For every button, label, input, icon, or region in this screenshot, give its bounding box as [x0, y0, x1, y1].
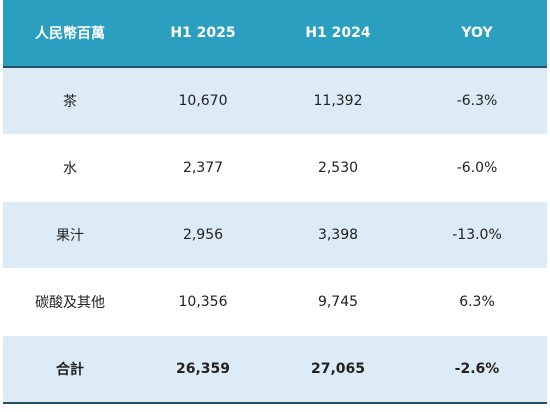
cell-h1-2024: 2,530	[269, 134, 407, 202]
total-h1-2025: 26,359	[137, 335, 269, 404]
total-h1-2024: 27,065	[269, 335, 407, 404]
table-row: 水 2,377 2,530 -6.0%	[3, 134, 547, 202]
table-row: 果汁 2,956 3,398 -13.0%	[3, 201, 547, 269]
cell-h1-2024: 9,745	[269, 268, 407, 336]
row-label: 碳酸及其他	[3, 268, 137, 336]
header-yoy: YOY	[407, 0, 547, 68]
cell-yoy: -13.0%	[407, 201, 547, 269]
cell-yoy: -6.0%	[407, 134, 547, 202]
revenue-table: 人民幣百萬 H1 2025 H1 2024 YOY 茶 10,670 11,39…	[3, 0, 547, 404]
header-h1-2025: H1 2025	[137, 0, 269, 68]
header-unit: 人民幣百萬	[3, 0, 137, 68]
row-label: 水	[3, 134, 137, 202]
table-row: 碳酸及其他 10,356 9,745 6.3%	[3, 268, 547, 336]
total-yoy: -2.6%	[407, 335, 547, 404]
row-label: 果汁	[3, 201, 137, 269]
header-h1-2024: H1 2024	[269, 0, 407, 68]
cell-h1-2025: 2,377	[137, 134, 269, 202]
row-label: 茶	[3, 67, 137, 135]
table-row: 茶 10,670 11,392 -6.3%	[3, 67, 547, 135]
cell-h1-2024: 3,398	[269, 201, 407, 269]
cell-h1-2025: 10,356	[137, 268, 269, 336]
cell-yoy: -6.3%	[407, 67, 547, 135]
total-row: 合計 26,359 27,065 -2.6%	[3, 335, 547, 404]
total-label: 合計	[3, 335, 137, 404]
cell-h1-2024: 11,392	[269, 67, 407, 135]
header-row: 人民幣百萬 H1 2025 H1 2024 YOY	[3, 0, 547, 68]
cell-h1-2025: 2,956	[137, 201, 269, 269]
cell-h1-2025: 10,670	[137, 67, 269, 135]
cell-yoy: 6.3%	[407, 268, 547, 336]
